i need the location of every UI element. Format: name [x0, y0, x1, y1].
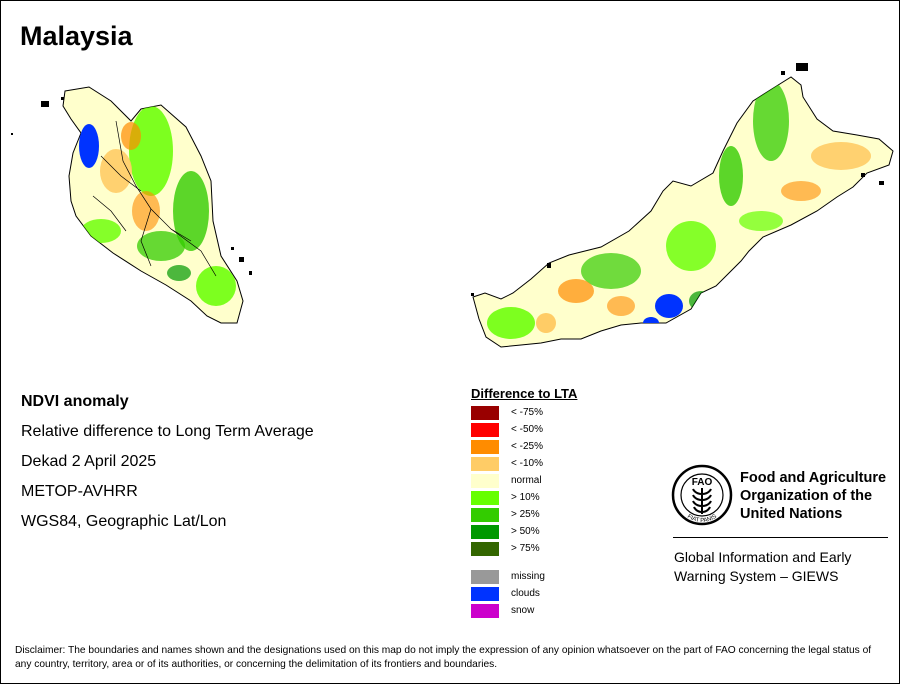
legend-label: snow [511, 605, 535, 616]
legend-label: < -50% [511, 424, 543, 435]
giews-line2: Warning System – GIEWS [674, 568, 839, 584]
info-product: NDVI anomaly [21, 393, 129, 410]
legend-label: > 10% [511, 492, 540, 503]
legend-label: normal [511, 475, 542, 486]
legend-swatch [471, 604, 499, 618]
legend-label: missing [511, 571, 545, 582]
borneo-landmass [472, 76, 894, 348]
legend-label: < -10% [511, 458, 543, 469]
info-description: Relative difference to Long Term Average [21, 423, 314, 440]
fao-logo-text: FAO [692, 477, 713, 488]
giews-name: Global Information and Early Warning Sys… [674, 548, 851, 586]
fao-divider [673, 537, 888, 538]
info-sensor: METOP-AVHRR [21, 483, 138, 500]
peninsular-islands [11, 97, 252, 275]
info-projection: WGS84, Geographic Lat/Lon [21, 513, 227, 530]
borneo-islands [471, 63, 884, 296]
legend-swatch [471, 525, 499, 539]
legend-swatch [471, 440, 499, 454]
map-title: Malaysia [20, 21, 133, 51]
legend-label: < -25% [511, 441, 543, 452]
legend-swatch [471, 508, 499, 522]
legend-label: > 50% [511, 526, 540, 537]
legend-swatch [471, 406, 499, 420]
fao-name-line2: Organization of the [740, 488, 873, 504]
legend-label: clouds [511, 588, 540, 599]
peninsular-state-borders [92, 120, 217, 277]
fao-name-line1: Food and Agriculture [740, 470, 887, 486]
legend-label: < -75% [511, 407, 543, 418]
legend-swatch [471, 457, 499, 471]
legend-swatch [471, 587, 499, 601]
legend-title: Difference to LTA [471, 386, 578, 401]
legend-swatch [471, 542, 499, 556]
fao-logo-motto: FIAT PANIS [686, 514, 718, 524]
giews-line1: Global Information and Early [674, 549, 852, 565]
legend-label: > 25% [511, 509, 540, 520]
legend-label: > 75% [511, 543, 540, 554]
borneo-anomaly [487, 81, 871, 339]
peninsular-anomaly [79, 106, 236, 306]
fao-organization-name: Food and Agriculture Organization of the… [740, 469, 886, 523]
fao-logo-icon: FAO FIAT PANIS [671, 464, 733, 526]
fao-name-line3: United Nations [740, 506, 843, 522]
legend-swatch [471, 423, 499, 437]
ndvi-map [11, 63, 894, 348]
legend-swatch [471, 570, 499, 584]
info-period: Dekad 2 April 2025 [21, 453, 157, 470]
legend-swatch [471, 491, 499, 505]
disclaimer: Disclaimer: The boundaries and names sho… [15, 645, 872, 670]
legend-swatch [471, 474, 499, 488]
